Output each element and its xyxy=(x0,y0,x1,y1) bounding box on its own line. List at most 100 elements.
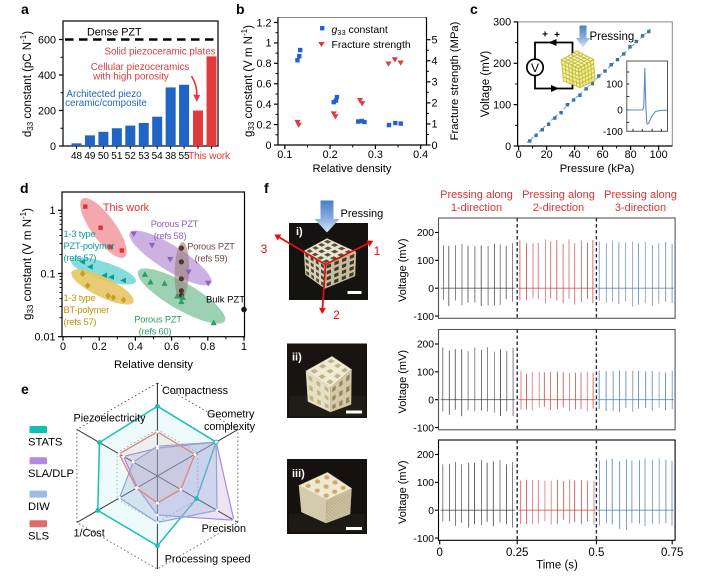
svg-text:1/Cost: 1/Cost xyxy=(74,528,105,540)
svg-text:(refs 59): (refs 59) xyxy=(195,254,228,264)
svg-text:Pressing: Pressing xyxy=(590,31,635,43)
svg-text:1-direction: 1-direction xyxy=(451,202,502,214)
svg-text:48: 48 xyxy=(71,151,83,162)
svg-text:60: 60 xyxy=(597,149,609,161)
svg-text:55: 55 xyxy=(179,151,191,162)
svg-text:Relative density: Relative density xyxy=(313,163,392,175)
svg-text:Fracture strength: Fracture strength xyxy=(332,40,411,51)
svg-text:2: 2 xyxy=(333,308,340,322)
svg-text:0.75: 0.75 xyxy=(661,547,683,559)
svg-text:50: 50 xyxy=(98,151,110,162)
svg-text:2-direction: 2-direction xyxy=(533,202,584,214)
svg-text:(refs 58): (refs 58) xyxy=(154,231,187,241)
svg-text:400: 400 xyxy=(38,70,56,82)
svg-text:0: 0 xyxy=(428,284,434,295)
svg-text:54: 54 xyxy=(152,151,164,162)
svg-text:1: 1 xyxy=(265,38,271,50)
svg-text:2: 2 xyxy=(432,98,438,110)
svg-text:-100: -100 xyxy=(413,312,434,323)
svg-text:5: 5 xyxy=(432,35,438,47)
svg-text:Voltage (mV): Voltage (mV) xyxy=(397,238,409,302)
svg-text:20: 20 xyxy=(541,149,553,161)
svg-text:V: V xyxy=(531,61,539,75)
svg-text:Porous PZT: Porous PZT xyxy=(134,315,182,325)
svg-text:0.3: 0.3 xyxy=(368,149,383,161)
svg-text:0: 0 xyxy=(436,547,442,559)
svg-text:80: 80 xyxy=(625,149,637,161)
svg-text:e: e xyxy=(21,381,29,397)
svg-text:g33 constant: g33 constant xyxy=(332,25,388,37)
svg-text:0.25: 0.25 xyxy=(506,547,528,559)
svg-text:3: 3 xyxy=(432,77,438,89)
svg-text:38: 38 xyxy=(165,151,177,162)
svg-text:Pressing along: Pressing along xyxy=(440,189,513,201)
svg-text:DIW: DIW xyxy=(28,501,50,513)
svg-text:(refs 60): (refs 60) xyxy=(139,327,172,337)
svg-text:0.6: 0.6 xyxy=(256,79,271,91)
svg-text:+: + xyxy=(542,30,548,41)
svg-text:This work: This work xyxy=(188,151,231,162)
svg-text:d: d xyxy=(20,180,29,196)
svg-text:200: 200 xyxy=(417,340,434,351)
svg-text:0.4: 0.4 xyxy=(413,149,428,161)
svg-text:0: 0 xyxy=(428,506,434,517)
svg-text:c: c xyxy=(470,1,478,17)
svg-text:0: 0 xyxy=(428,395,434,406)
svg-text:g33 constant (V m N-1): g33 constant (V m N-1) xyxy=(240,25,256,137)
svg-text:53: 53 xyxy=(138,151,150,162)
svg-text:600: 600 xyxy=(38,34,56,46)
svg-text:d33 constant (pC N-1): d33 constant (pC N-1) xyxy=(19,31,35,137)
svg-text:Time (s): Time (s) xyxy=(536,559,578,571)
svg-text:1: 1 xyxy=(432,119,438,131)
svg-text:100: 100 xyxy=(417,256,434,267)
svg-text:SLS: SLS xyxy=(28,531,49,543)
svg-text:Geometry: Geometry xyxy=(207,409,255,421)
svg-text:Precision: Precision xyxy=(202,523,246,535)
svg-text:+: + xyxy=(554,30,560,41)
svg-text:SLA/DLP: SLA/DLP xyxy=(28,468,74,480)
svg-text:200: 200 xyxy=(417,228,434,239)
svg-text:100: 100 xyxy=(493,99,511,111)
svg-text:-100: -100 xyxy=(413,534,434,545)
svg-text:STATS: STATS xyxy=(28,437,62,449)
svg-text:Solid piezoceramic plates: Solid piezoceramic plates xyxy=(104,47,215,58)
svg-text:Architected piezo: Architected piezo xyxy=(66,89,142,100)
svg-text:Relative density: Relative density xyxy=(114,359,193,371)
svg-text:complexity: complexity xyxy=(204,421,256,433)
svg-text:Porous PZT: Porous PZT xyxy=(151,219,199,229)
svg-text:100: 100 xyxy=(417,368,434,379)
svg-text:0.8: 0.8 xyxy=(256,58,271,70)
svg-text:Fracture strength (MPa): Fracture strength (MPa) xyxy=(449,21,461,140)
svg-text:Pressure (kPa): Pressure (kPa) xyxy=(560,163,635,175)
svg-text:0.6: 0.6 xyxy=(164,341,179,353)
svg-text:i): i) xyxy=(296,226,303,238)
svg-text:0: 0 xyxy=(50,141,56,153)
svg-text:0.01: 0.01 xyxy=(34,332,55,344)
svg-text:51: 51 xyxy=(111,151,123,162)
svg-text:0: 0 xyxy=(516,149,522,161)
svg-text:0.2: 0.2 xyxy=(323,149,338,161)
svg-text:(refs 57): (refs 57) xyxy=(64,253,97,263)
svg-text:3: 3 xyxy=(261,242,268,256)
svg-text:100: 100 xyxy=(650,149,668,161)
svg-text:1: 1 xyxy=(241,341,247,353)
svg-text:1: 1 xyxy=(49,205,55,217)
svg-text:0.4: 0.4 xyxy=(256,99,271,111)
svg-text:0: 0 xyxy=(505,141,511,153)
svg-text:300: 300 xyxy=(493,17,511,29)
svg-text:1-3 type: 1-3 type xyxy=(64,293,96,303)
svg-text:g33 constant (V m N-1): g33 constant (V m N-1) xyxy=(19,208,35,320)
svg-text:0.4: 0.4 xyxy=(128,341,143,353)
svg-text:Pressing along: Pressing along xyxy=(522,189,595,201)
svg-text:PZT-polymer: PZT-polymer xyxy=(64,241,115,251)
svg-text:ceramic/composite: ceramic/composite xyxy=(65,98,147,109)
svg-text:0.1: 0.1 xyxy=(40,268,55,280)
svg-text:Cellular piezoceramics: Cellular piezoceramics xyxy=(91,62,190,73)
svg-text:-100: -100 xyxy=(603,127,623,138)
svg-text:49: 49 xyxy=(84,151,96,162)
svg-text:Piezoelectricity: Piezoelectricity xyxy=(74,413,147,425)
svg-text:52: 52 xyxy=(125,151,137,162)
svg-text:200: 200 xyxy=(38,105,56,117)
svg-text:This work: This work xyxy=(103,202,150,214)
svg-text:200: 200 xyxy=(417,450,434,461)
